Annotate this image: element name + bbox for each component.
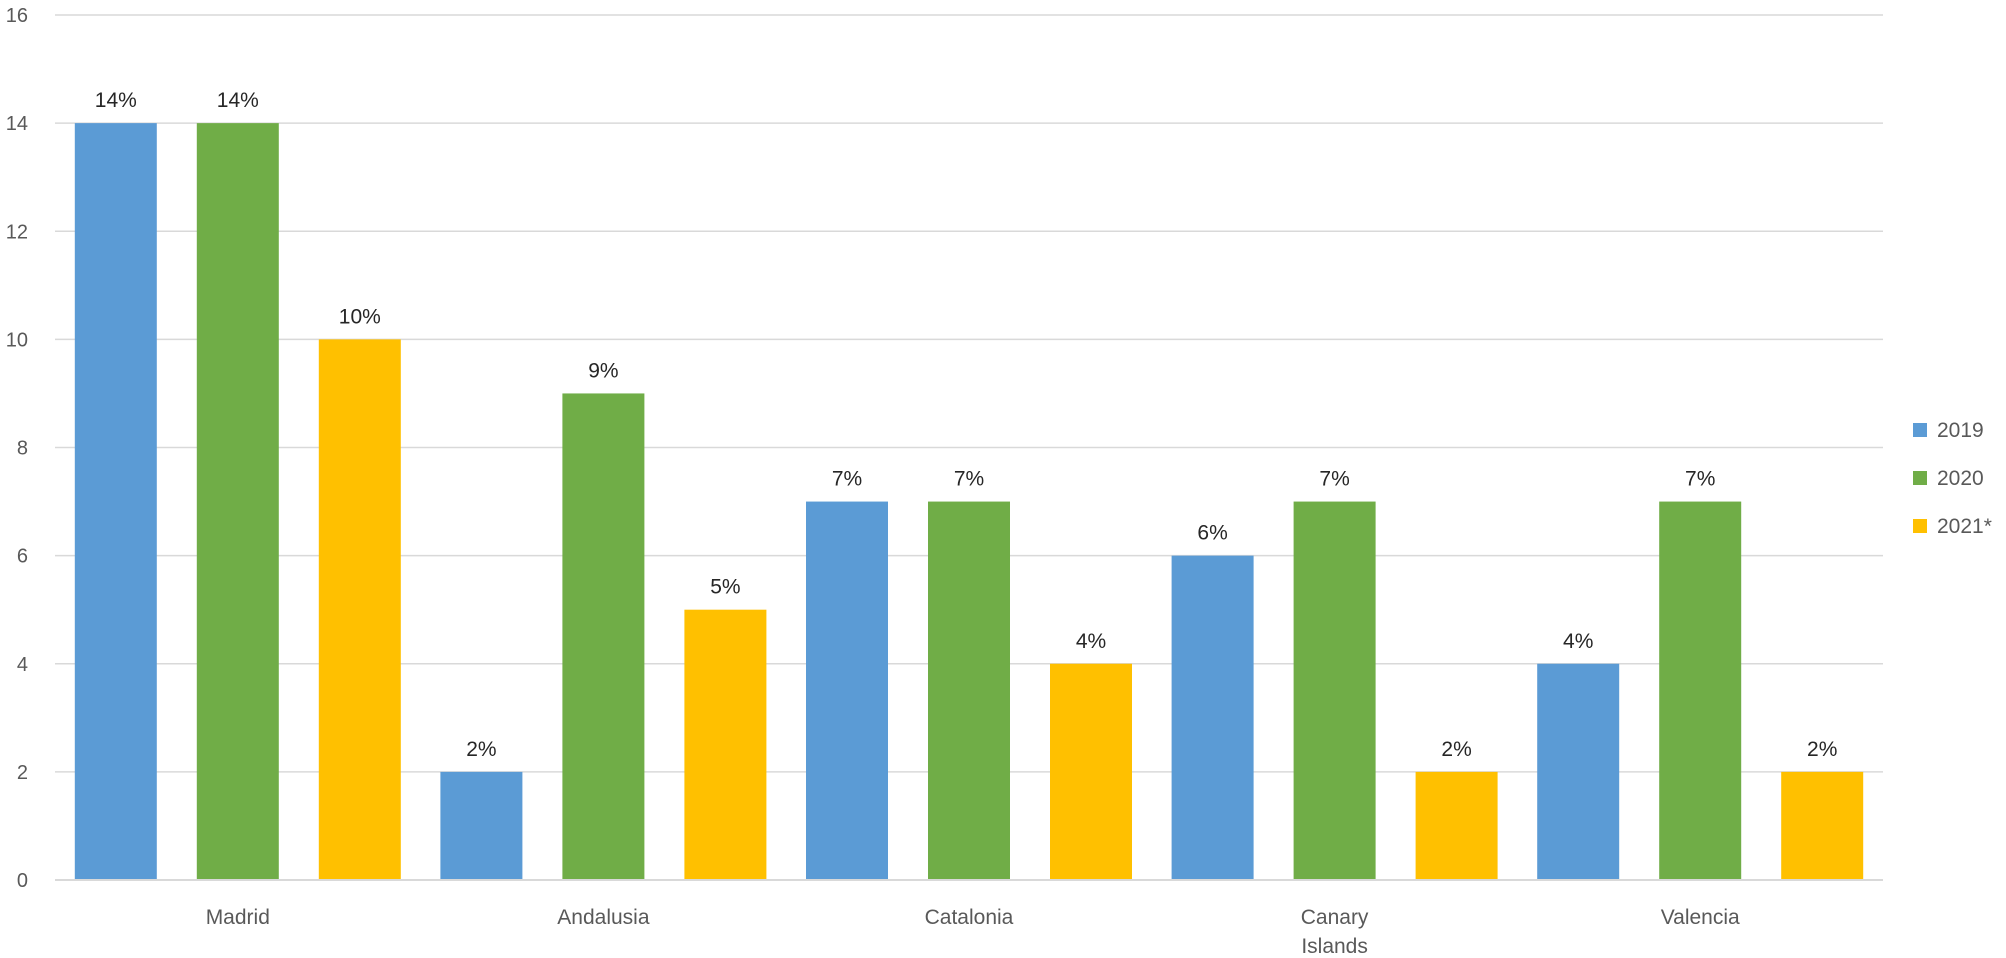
y-tick-label: 8 [17, 438, 28, 460]
data-labels: 14% 14% 10% 2% 9% 5% 7% 7% 4% 6% 7% 2% 4% 7% 2% [95, 89, 1838, 761]
bar-2020-2 [928, 501, 1010, 880]
bar-2019-3 [1171, 555, 1254, 880]
y-tick-label: 16 [6, 5, 28, 27]
x-category-label: Islands [1301, 935, 1368, 958]
data-label: 2% [1441, 738, 1471, 761]
data-label: 7% [832, 468, 862, 491]
data-label: 6% [1197, 522, 1227, 545]
data-label: 4% [1076, 630, 1106, 653]
y-tick-label: 10 [6, 329, 28, 351]
data-label: 4% [1563, 630, 1593, 653]
y-tick-label: 6 [17, 546, 28, 568]
bar-2021-2 [1050, 663, 1132, 880]
y-tick-label: 4 [17, 654, 28, 676]
legend-swatch [1913, 519, 1927, 533]
bar-2020-1 [562, 393, 645, 880]
bar-2019-2 [806, 501, 888, 880]
data-label: 14% [95, 89, 137, 112]
bar-2020-4 [1659, 501, 1742, 880]
x-category-label: Canary [1301, 906, 1369, 929]
bar-2019-1 [440, 771, 523, 880]
y-tick-label: 0 [17, 870, 28, 892]
legend-label: 2019 [1937, 419, 1984, 442]
bar-2019-0 [74, 123, 157, 880]
data-label: 7% [1319, 468, 1349, 491]
data-label: 14% [217, 89, 259, 112]
x-category-label: Madrid [206, 906, 270, 929]
y-tick-label: 12 [6, 221, 28, 243]
bar-2020-3 [1293, 501, 1376, 880]
bar-2021-0 [318, 339, 401, 880]
data-label: 2% [466, 738, 496, 761]
x-category-label: Valencia [1661, 906, 1740, 929]
y-axis-ticks: 0 2 4 6 8 10 12 14 16 [6, 5, 28, 892]
bar-2020-0 [196, 123, 279, 880]
bar-2021-3 [1415, 771, 1498, 880]
x-category-label: Andalusia [557, 906, 650, 929]
bars [74, 123, 1864, 880]
legend-swatch [1913, 423, 1927, 437]
data-label: 10% [339, 305, 381, 328]
legend-swatch [1913, 471, 1927, 485]
bar-2021-1 [684, 609, 767, 880]
legend[interactable]: 2019 2020 2021* [1913, 419, 1992, 538]
legend-label: 2021* [1937, 515, 1992, 538]
x-category-label: Catalonia [925, 906, 1014, 929]
data-label: 7% [1685, 468, 1715, 491]
x-axis-labels: Madrid Andalusia Catalonia Canary Islands Val… [206, 906, 1740, 958]
bar-2021-4 [1781, 771, 1864, 880]
data-label: 5% [710, 576, 740, 599]
legend-label: 2020 [1937, 467, 1984, 490]
data-label: 9% [588, 359, 618, 382]
bar-2019-4 [1537, 663, 1620, 880]
y-tick-label: 2 [17, 762, 28, 784]
y-tick-label: 14 [6, 113, 28, 135]
data-label: 2% [1807, 738, 1837, 761]
data-label: 7% [954, 468, 984, 491]
